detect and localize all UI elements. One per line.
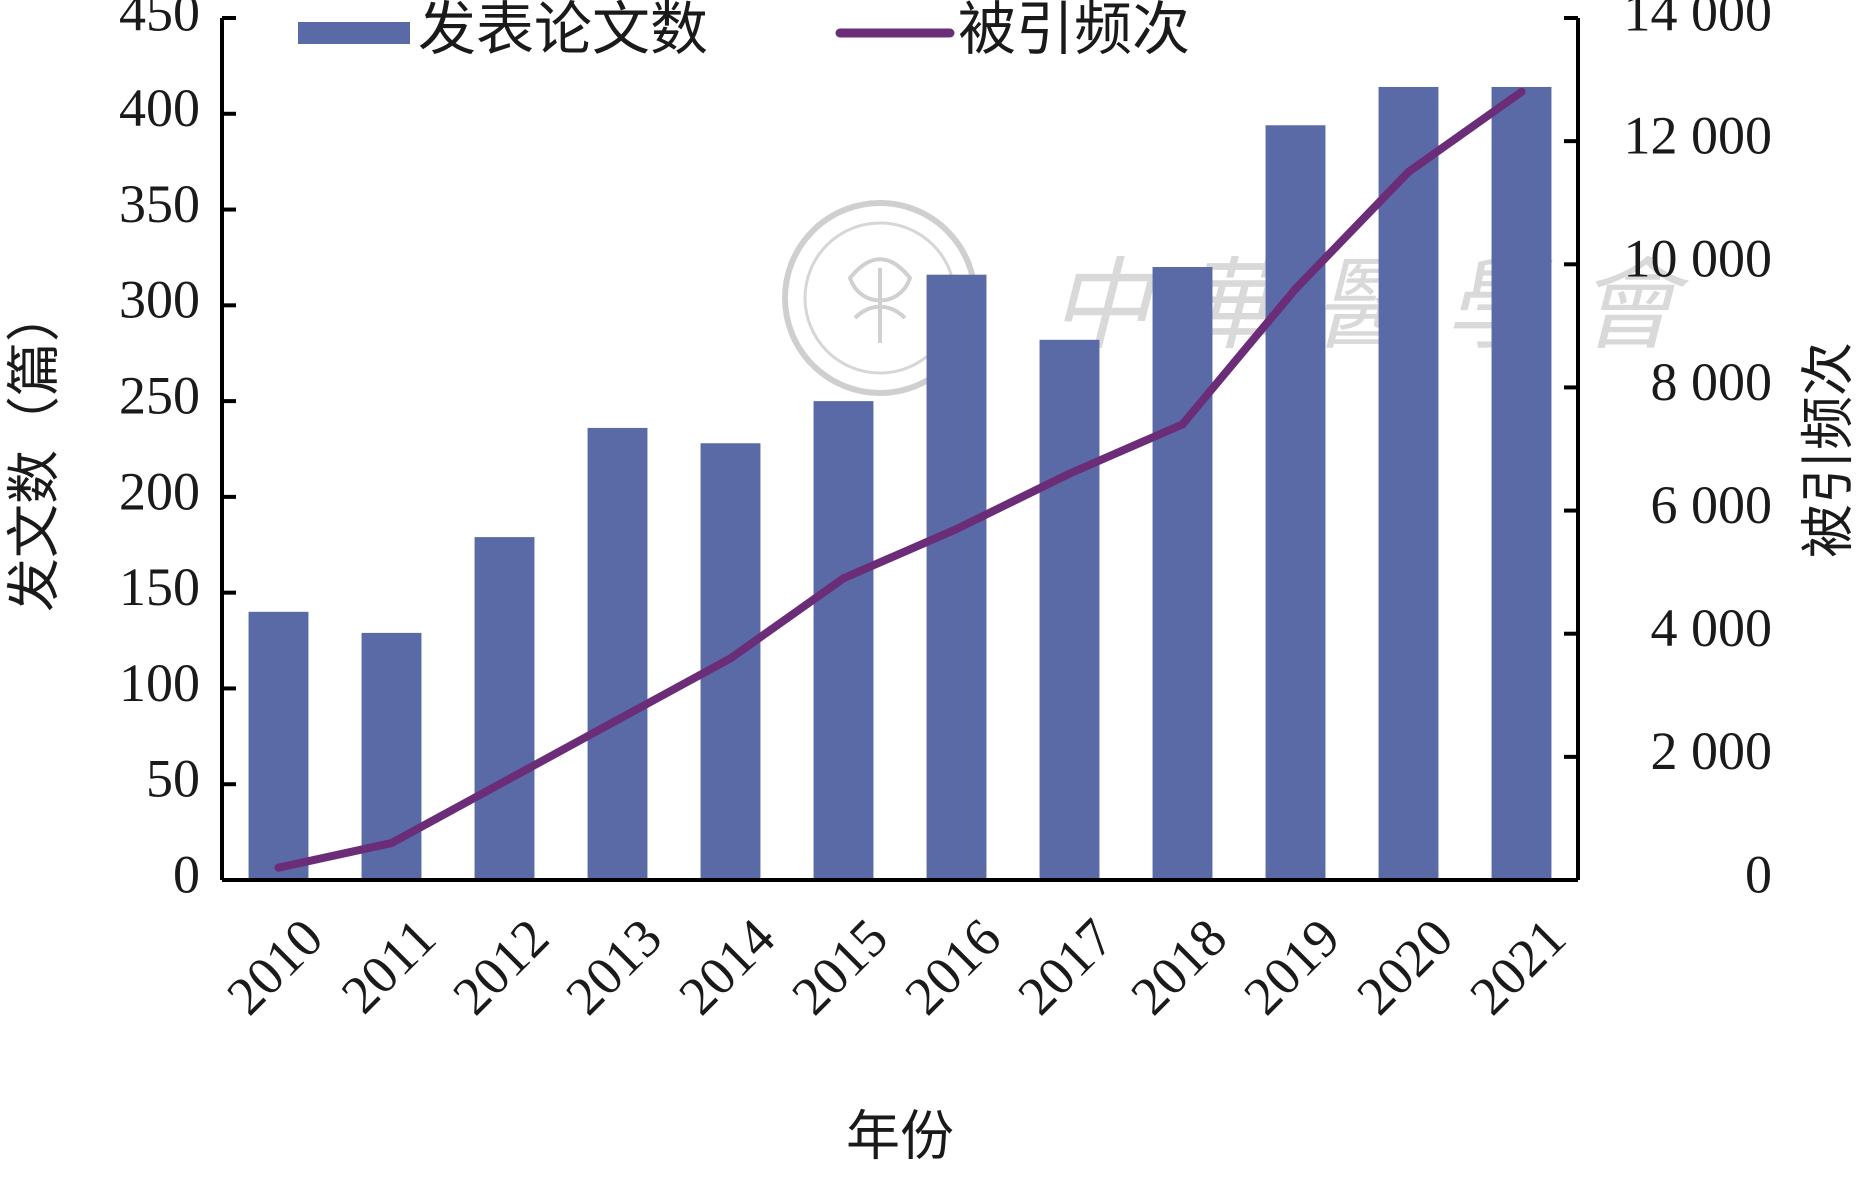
x-tick-label-2014: 2014 (667, 907, 786, 1026)
line-point-2018 (1178, 420, 1187, 429)
left-tick-label: 50 (146, 749, 200, 809)
bar-2018 (1152, 267, 1213, 880)
x-tick-label-2016: 2016 (893, 907, 1012, 1026)
line-point-2019 (1291, 284, 1300, 293)
line-point-2011 (387, 839, 396, 848)
bar-2013 (587, 427, 648, 880)
y-axis-left-title: 发文数（篇） (3, 288, 66, 612)
line-point-2014 (726, 654, 735, 663)
legend-item-line: 被引频次 (835, 0, 1190, 63)
right-tick-label: 2 000 (1651, 721, 1773, 781)
line-series (274, 87, 1526, 872)
left-tick-label: 150 (119, 557, 200, 617)
x-tick-label-2018: 2018 (1119, 907, 1238, 1026)
bar-2021 (1491, 86, 1552, 880)
right-tick-label: 8 000 (1651, 352, 1773, 412)
legend-item-bar: 发表论文数 (298, 0, 708, 63)
right-tick-label: 10 000 (1624, 229, 1773, 289)
right-tick-label: 0 (1745, 844, 1772, 904)
legend: 发表论文数 被引频次 (298, 0, 1190, 63)
x-tick-label-2020: 2020 (1345, 907, 1464, 1026)
axis-titles: 年份 发文数（篇） 被引频次 (3, 288, 1860, 1168)
bar-2019 (1265, 125, 1326, 880)
left-tick-label: 200 (119, 461, 200, 521)
left-tick-label: 400 (119, 78, 200, 138)
right-tick-label: 12 000 (1624, 106, 1773, 166)
left-tick-label: 300 (119, 270, 200, 330)
bar-2020 (1378, 86, 1439, 880)
y-axis-right-title: 被引频次 (1797, 342, 1860, 558)
legend-bar-swatch (298, 22, 410, 44)
x-tick-label-2019: 2019 (1232, 907, 1351, 1026)
line-point-2020 (1404, 167, 1413, 176)
bar-2010 (248, 611, 309, 880)
legend-label-line: 被引频次 (958, 0, 1190, 63)
bar-2015 (813, 401, 874, 880)
bar-2012 (474, 537, 535, 880)
line-point-2015 (839, 574, 848, 583)
left-tick-label: 350 (119, 174, 200, 234)
x-tick-label-2015: 2015 (780, 907, 899, 1026)
line-point-2021 (1517, 87, 1526, 96)
left-tick-label: 250 (119, 366, 200, 426)
x-tick-label-2013: 2013 (554, 907, 673, 1026)
x-tick-label-2011: 2011 (330, 907, 447, 1024)
line-point-2016 (952, 525, 961, 534)
citation-line (274, 87, 1526, 872)
left-tick-label: 0 (173, 844, 200, 904)
left-tick-label: 450 (119, 0, 200, 42)
x-axis-title: 年份 (846, 1105, 954, 1168)
bar-2016 (926, 274, 987, 880)
x-tick-label-2010: 2010 (215, 907, 334, 1026)
line-point-2013 (613, 715, 622, 724)
line-point-2010 (274, 863, 283, 872)
right-tick-label: 6 000 (1651, 475, 1773, 535)
x-tick-label-2021: 2021 (1458, 907, 1577, 1026)
x-tick-label-2017: 2017 (1006, 907, 1125, 1026)
line-point-2017 (1065, 469, 1074, 478)
watermark-text: 中 華 醫 學 會 (1050, 247, 1690, 364)
right-tick-label: 14 000 (1624, 0, 1773, 42)
legend-label-bar: 发表论文数 (418, 0, 708, 63)
bar-series (248, 86, 1552, 880)
bar-2017 (1039, 339, 1100, 880)
left-tick-label: 100 (119, 653, 200, 713)
x-tick-label-2012: 2012 (441, 907, 560, 1026)
line-point-2012 (500, 777, 509, 786)
right-tick-label: 4 000 (1651, 598, 1773, 658)
